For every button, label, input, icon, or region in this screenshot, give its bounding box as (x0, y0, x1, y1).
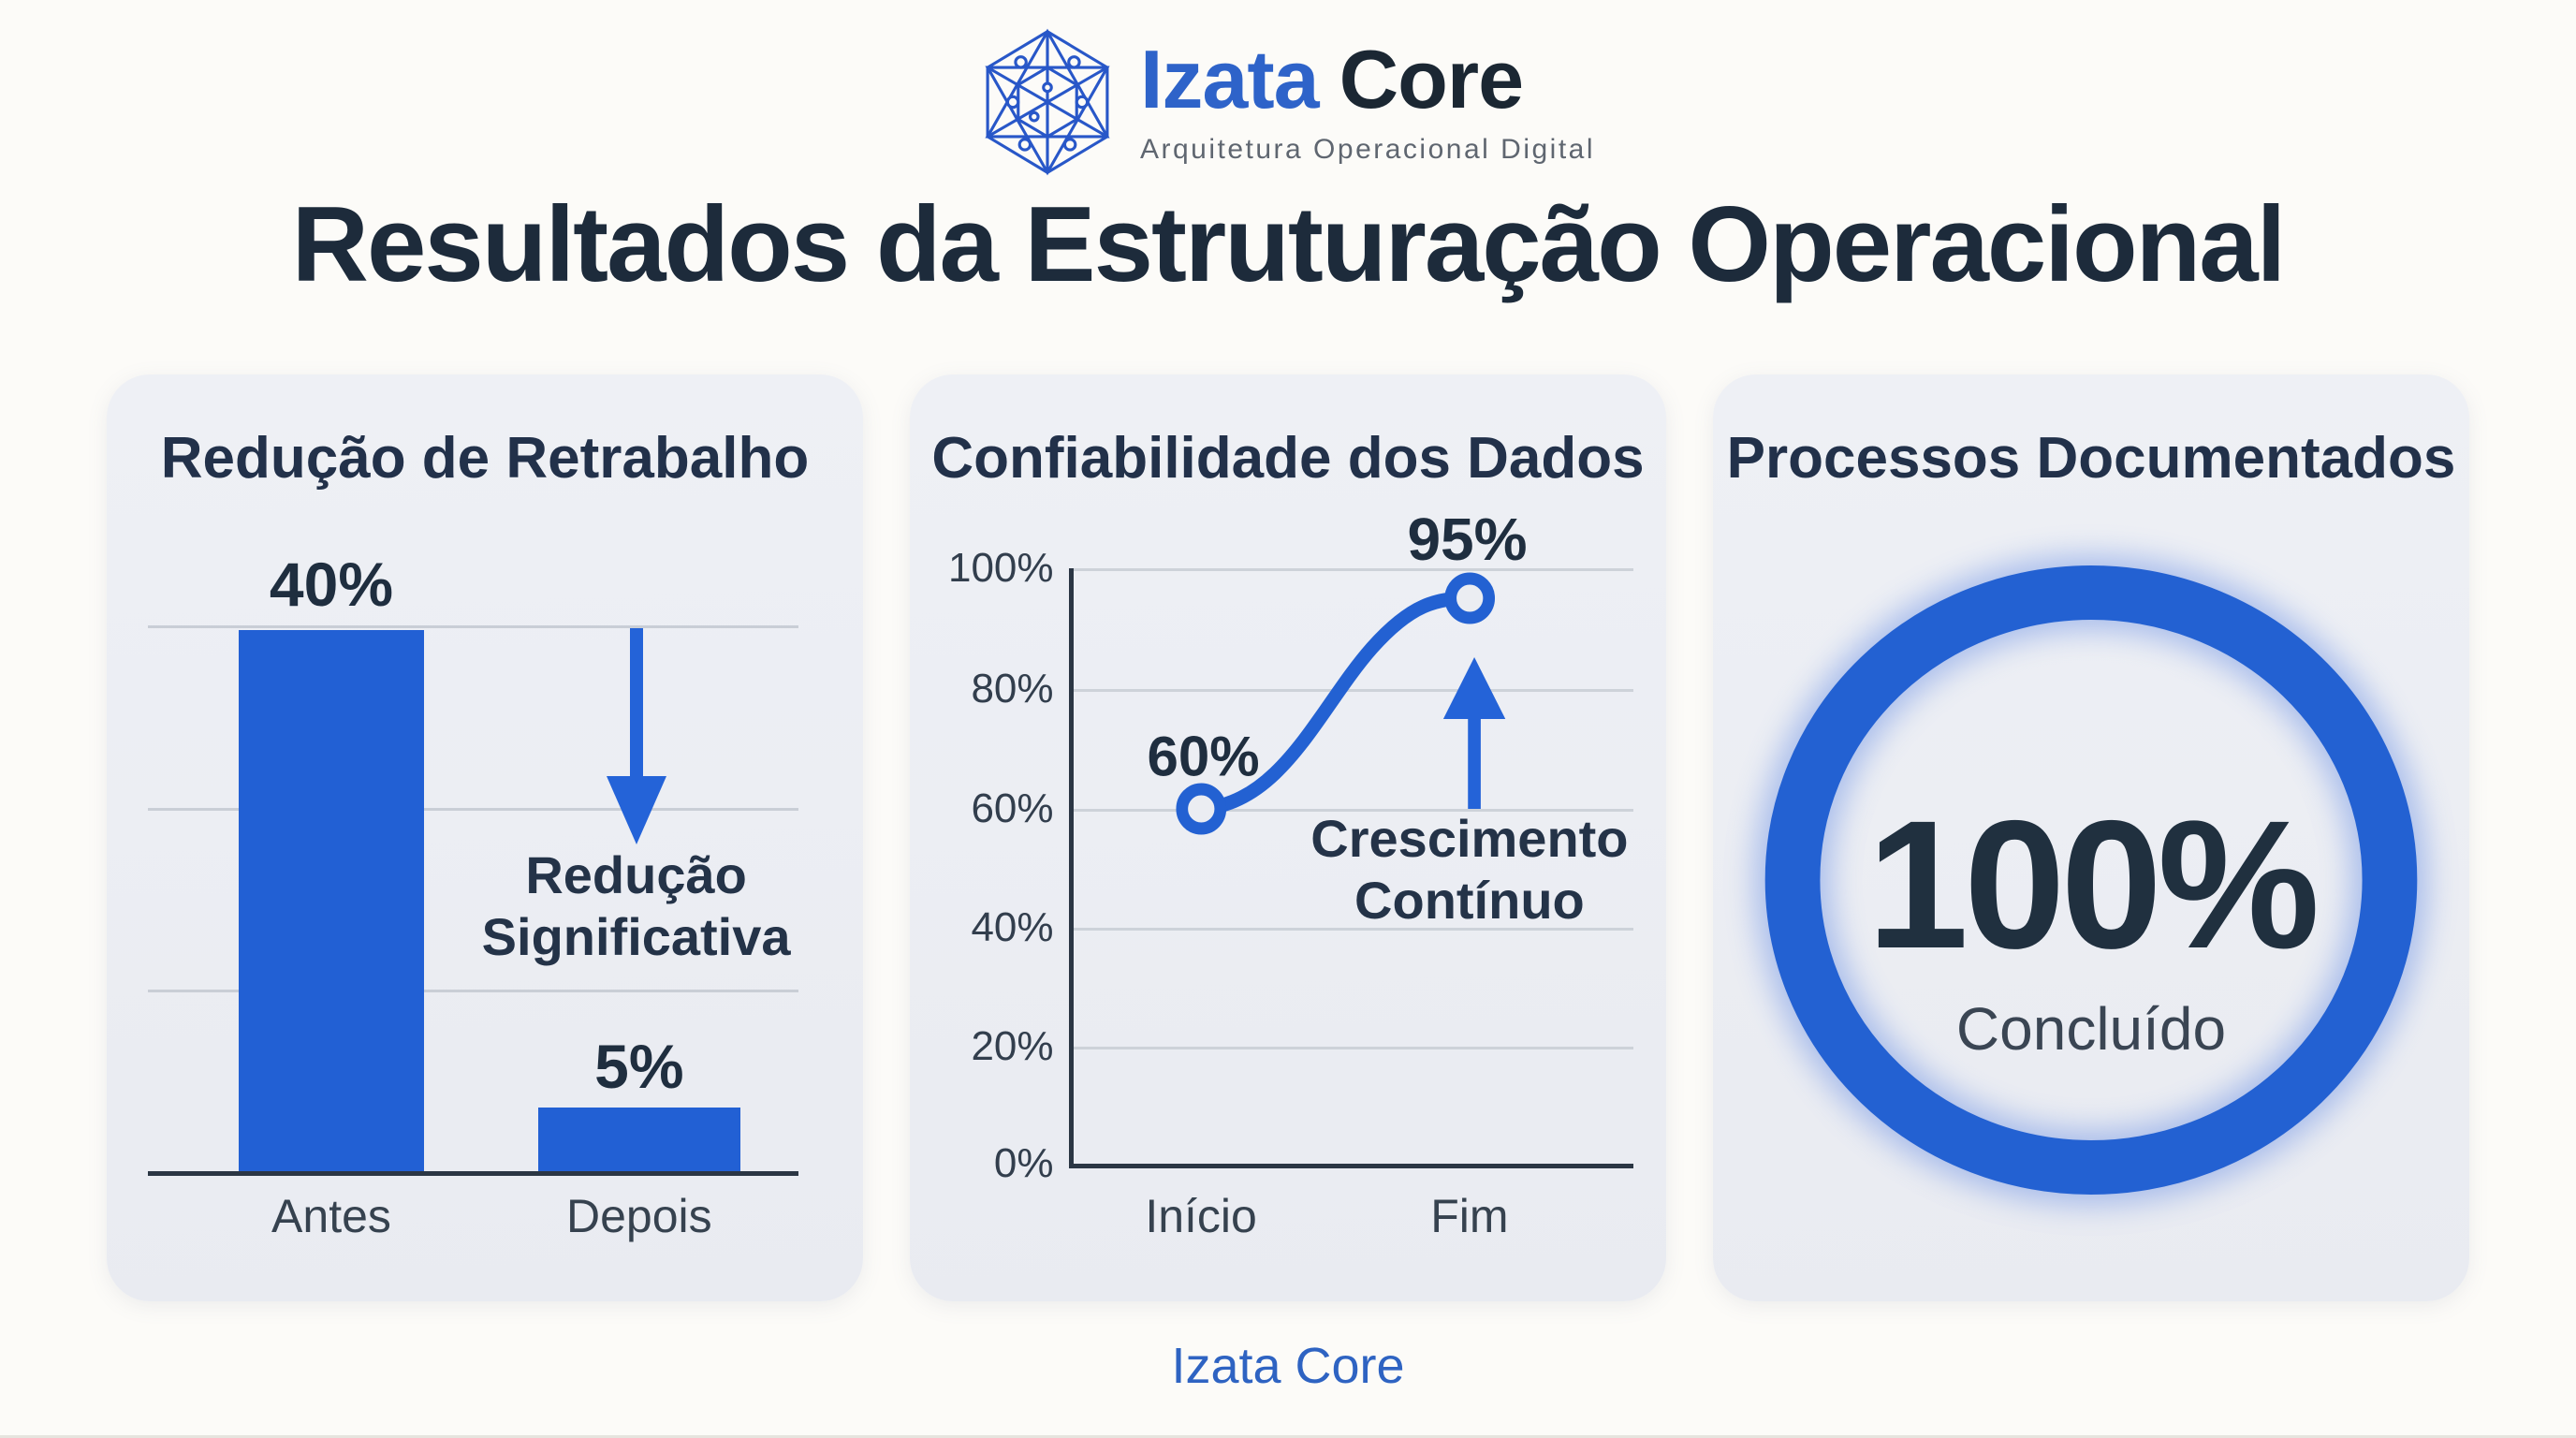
gridline (148, 808, 799, 812)
y-axis-line (1068, 567, 1074, 1165)
y-tick-100: 100% (947, 544, 1054, 591)
category-label-antes: Antes (271, 1189, 391, 1242)
gridline (1068, 688, 1634, 692)
gridline (1068, 1046, 1634, 1049)
card-reducao-retrabalho: Redução de Retrabalho 40% 5% Redução Sig… (107, 374, 863, 1301)
card-title: Processos Documentados (1726, 426, 2456, 491)
gridline (1068, 928, 1634, 932)
card-confiabilidade-dados: Confiabilidade dos Dados 100% 80% 60% 40… (910, 374, 1666, 1301)
brand-tagline: Arquitetura Operacional Digital (1139, 134, 1596, 165)
y-tick-40: 40% (971, 904, 1054, 951)
bar-antes (239, 630, 425, 1172)
ring-value: 100% (1866, 782, 2320, 987)
data-point-inicio (1176, 783, 1227, 835)
progress-ring (1754, 555, 2428, 1205)
brand-name: Izata Core (1139, 33, 1524, 125)
cards-row: Redução de Retrabalho 40% 5% Redução Sig… (107, 374, 2469, 1301)
x-label-fim: Fim (1430, 1189, 1509, 1242)
bar-annotation: Redução Significativa (482, 844, 791, 968)
x-label-inicio: Início (1145, 1189, 1257, 1242)
annotation-line-2: Contínuo (1354, 870, 1585, 930)
annotation-line-1: Redução (525, 845, 747, 905)
card-title: Confiabilidade dos Dados (931, 426, 1645, 491)
annotation-line-1: Crescimento (1310, 808, 1629, 868)
hexagon-network-icon (981, 28, 1114, 176)
y-tick-60: 60% (971, 785, 1054, 832)
gridline (1068, 809, 1634, 813)
data-point-fim (1444, 572, 1496, 624)
gridline (1068, 567, 1634, 571)
line-chart-curve (1176, 572, 1506, 835)
y-tick-80: 80% (971, 665, 1054, 712)
y-tick-0: 0% (993, 1140, 1054, 1187)
annotation-line-2: Significativa (481, 907, 791, 967)
up-arrow-icon (1442, 657, 1506, 809)
bar-value-depois: 5% (594, 1031, 684, 1101)
point-value-fim: 95% (1407, 506, 1528, 574)
gridline (148, 990, 799, 993)
brand-first-word: Izata (1139, 33, 1320, 125)
line-annotation: Crescimento Contínuo (1310, 808, 1628, 932)
gridline (148, 625, 799, 629)
bar-depois (538, 1108, 741, 1172)
y-tick-20: 20% (971, 1022, 1054, 1069)
x-axis-line (148, 1171, 799, 1177)
brand-block: Izata Core Arquitetura Operacional Digit… (1140, 38, 1595, 166)
category-label-depois: Depois (566, 1189, 712, 1242)
footer-brand: Izata Core (1171, 1338, 1405, 1394)
x-axis-line (1068, 1164, 1634, 1169)
page-title: Resultados da Estruturação Operacional (291, 185, 2287, 304)
down-arrow-icon (606, 628, 666, 845)
bottom-divider (0, 1435, 2576, 1438)
header: Izata Core Arquitetura Operacional Digit… (0, 28, 2576, 176)
ring-caption: Concluído (1955, 994, 2227, 1063)
card-processos-documentados: Processos Documentados 100% Concluído (1713, 374, 2469, 1301)
point-value-inicio: 60% (1147, 725, 1260, 788)
bar-value-antes: 40% (269, 549, 394, 619)
brand-second-word: Core (1339, 33, 1524, 125)
card-title: Redução de Retrabalho (160, 426, 810, 491)
